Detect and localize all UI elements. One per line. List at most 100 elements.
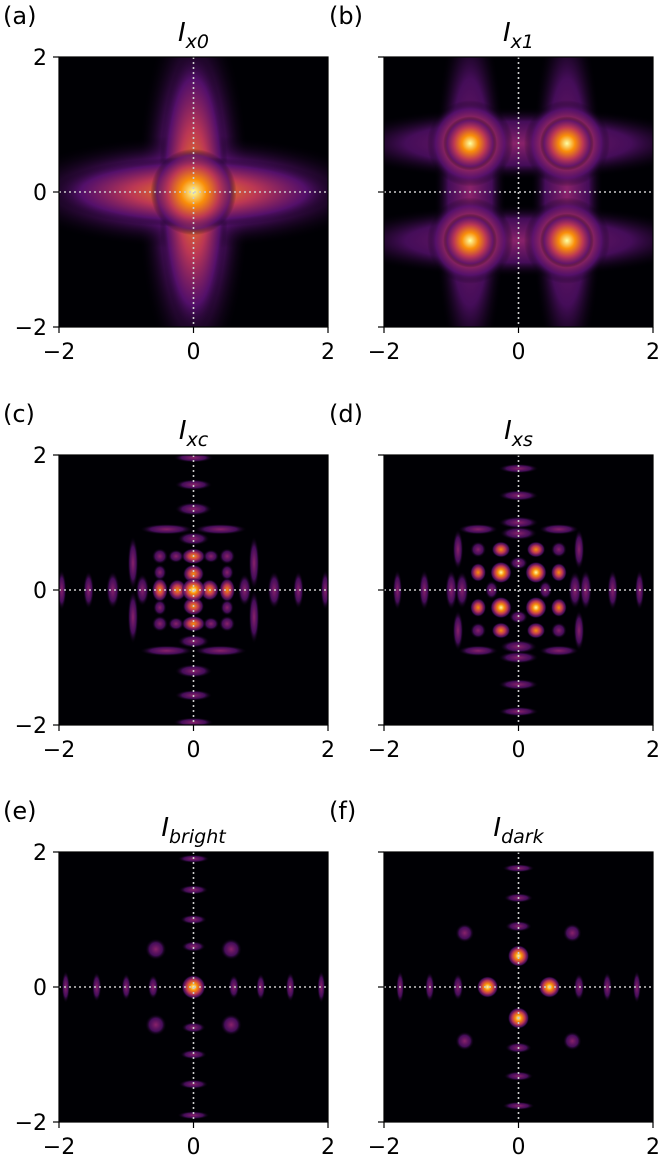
panel-label: (b) bbox=[329, 2, 363, 30]
intensity-lobe bbox=[182, 564, 205, 584]
intensity-lobe bbox=[173, 455, 214, 463]
intensity-lobe bbox=[181, 615, 206, 632]
intensity-lobe bbox=[550, 622, 567, 639]
panel: −2 0 2 (b) Ix1 bbox=[329, 2, 660, 365]
y-tick-label: 2 bbox=[33, 841, 47, 866]
intensity-lobe bbox=[177, 1111, 210, 1120]
y-tick-label: 0 bbox=[33, 181, 47, 206]
x-tick-label: −2 bbox=[43, 738, 75, 763]
intensity-lobe bbox=[317, 970, 326, 1004]
x-tick-label: 2 bbox=[646, 340, 660, 365]
intensity-lobe bbox=[455, 1031, 475, 1051]
intensity-lobe bbox=[550, 563, 567, 582]
intensity-lobe bbox=[167, 617, 185, 631]
y-tick-label: 0 bbox=[33, 579, 47, 604]
intensity-lobe bbox=[498, 651, 539, 664]
x-tick-label: −2 bbox=[43, 1135, 75, 1160]
x-tick-label: 2 bbox=[321, 1135, 335, 1160]
intensity-lobe bbox=[538, 523, 580, 535]
intensity-lobe bbox=[151, 615, 168, 632]
title-sub: x1 bbox=[510, 31, 534, 53]
title-sub: x0 bbox=[185, 31, 209, 53]
intensity-lobe bbox=[153, 599, 167, 616]
intensity-lobe bbox=[145, 1014, 167, 1036]
intensity-lobe bbox=[147, 974, 159, 1000]
intensity-lobe bbox=[498, 516, 539, 529]
intensity-lobe bbox=[121, 973, 131, 1001]
panel-title: Ix1 bbox=[503, 18, 534, 53]
intensity-lobe bbox=[507, 945, 530, 967]
intensity-lobe bbox=[443, 116, 497, 171]
intensity-lobe bbox=[443, 213, 497, 268]
x-tick-label: −2 bbox=[368, 1135, 400, 1160]
title-sub: xs bbox=[511, 429, 533, 451]
y-tick-label: 2 bbox=[33, 46, 47, 71]
intensity-lobe bbox=[220, 938, 242, 960]
intensity-lobe bbox=[562, 923, 582, 943]
panel-title: Idark bbox=[493, 813, 544, 848]
panel: −2 0 2 −2 0 2 (a) Ix0 bbox=[3, 2, 335, 365]
intensity-lobe bbox=[145, 938, 167, 960]
intensity-lobe bbox=[193, 645, 248, 657]
intensity-lobe bbox=[573, 610, 585, 651]
intensity-lobe bbox=[174, 479, 213, 491]
title-main: I bbox=[161, 813, 169, 843]
panel-title: Ixs bbox=[504, 416, 533, 451]
intensity-lobe bbox=[509, 556, 528, 570]
intensity-lobe bbox=[502, 1101, 535, 1110]
intensity-lobe bbox=[455, 571, 469, 609]
x-tick-label: −2 bbox=[368, 340, 400, 365]
x-tick-label: 2 bbox=[321, 340, 335, 365]
intensity-lobe bbox=[139, 645, 194, 657]
panel-title: Ixc bbox=[179, 416, 209, 451]
intensity-lobe bbox=[503, 1071, 534, 1081]
intensity-lobe bbox=[526, 541, 546, 558]
y-tick-label: −2 bbox=[15, 1111, 47, 1136]
intensity-lobe bbox=[490, 561, 512, 584]
intensity-lobe bbox=[457, 645, 499, 657]
y-tick-label: 2 bbox=[33, 444, 47, 469]
title-sub: bright bbox=[169, 826, 227, 848]
intensity-lobe bbox=[452, 610, 464, 651]
x-tick-label: 2 bbox=[646, 1135, 660, 1160]
intensity-lobe bbox=[106, 571, 120, 609]
intensity-lobe bbox=[59, 569, 67, 611]
intensity-lobe bbox=[457, 523, 499, 535]
title-main: I bbox=[178, 18, 186, 48]
panel-title: Ix0 bbox=[178, 18, 209, 53]
x-tick-label: 0 bbox=[512, 340, 526, 365]
intensity-lobe bbox=[490, 596, 512, 619]
x-tick-label: 0 bbox=[512, 738, 526, 763]
intensity-lobe bbox=[193, 523, 248, 535]
intensity-lobe bbox=[455, 923, 475, 943]
intensity-lobe bbox=[151, 548, 168, 565]
intensity-lobe bbox=[178, 1079, 209, 1089]
title-sub: xc bbox=[185, 429, 208, 451]
title-main: I bbox=[493, 813, 501, 843]
panel-label: (d) bbox=[329, 400, 363, 428]
intensity-lobe bbox=[491, 622, 511, 639]
panel-label: (e) bbox=[3, 797, 37, 825]
intensity-lobe bbox=[607, 569, 619, 611]
y-tick-label: −2 bbox=[15, 316, 47, 341]
intensity-lobe bbox=[180, 1049, 207, 1060]
intensity-lobe bbox=[180, 914, 207, 925]
intensity-lobe bbox=[632, 970, 641, 1004]
title-main: I bbox=[179, 416, 187, 446]
intensity-lobe bbox=[228, 974, 240, 1000]
intensity-lobe bbox=[540, 116, 594, 171]
intensity-lobe bbox=[498, 679, 539, 690]
intensity-lobe bbox=[220, 599, 234, 616]
intensity-lobe bbox=[498, 463, 539, 474]
x-tick-label: 2 bbox=[646, 738, 660, 763]
intensity-lobe bbox=[293, 571, 304, 609]
intensity-lobe bbox=[220, 564, 234, 581]
intensity-lobe bbox=[127, 590, 139, 644]
intensity-lobe bbox=[550, 541, 567, 558]
intensity-lobe bbox=[174, 502, 213, 516]
intensity-lobe bbox=[484, 580, 499, 600]
x-tick-label: 0 bbox=[187, 738, 201, 763]
intensity-lobe bbox=[153, 564, 167, 581]
intensity-lobe bbox=[476, 976, 499, 998]
